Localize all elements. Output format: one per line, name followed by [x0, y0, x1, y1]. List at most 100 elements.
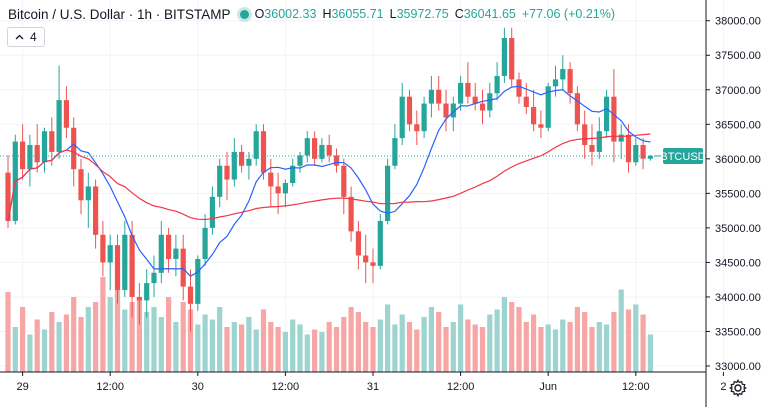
volume-bar	[151, 307, 157, 372]
volume-bar	[531, 314, 537, 372]
volume-bar	[268, 322, 274, 372]
volume-bar	[625, 309, 632, 372]
candle-body	[180, 248, 186, 287]
candle-body	[516, 79, 522, 97]
gear-icon[interactable]	[728, 378, 748, 398]
candle-body	[49, 131, 55, 152]
volume-bar	[27, 334, 33, 372]
candles	[5, 27, 653, 332]
volume-bar	[78, 317, 84, 372]
volume-bar	[12, 327, 18, 372]
candle-body	[41, 131, 48, 163]
candle-body	[458, 82, 464, 104]
volume-bar	[465, 319, 471, 372]
candle-body	[545, 86, 551, 128]
volume-bar	[501, 297, 507, 372]
candle-body	[282, 183, 288, 194]
volume-bar	[333, 327, 340, 372]
candle-body	[224, 165, 230, 180]
candle-body	[509, 37, 515, 80]
candle-body	[436, 89, 442, 104]
volume-bar	[319, 332, 325, 372]
x-tick-label: 12:00	[272, 381, 300, 393]
candle-body	[341, 165, 347, 197]
candle-body	[246, 158, 252, 166]
x-tick-label: 30	[192, 381, 204, 393]
volume-bar	[326, 322, 332, 372]
candle-body	[385, 165, 391, 221]
candle-body	[78, 169, 84, 201]
candle-body	[253, 131, 259, 159]
moving-averages	[7, 85, 651, 277]
candle-body	[333, 155, 340, 166]
volume-bar	[341, 317, 347, 372]
volume-bar	[392, 324, 398, 372]
y-tick-label: 33000.00	[715, 361, 761, 373]
candle-body	[20, 141, 26, 170]
volume-bar	[647, 334, 653, 372]
candle-body	[560, 69, 566, 80]
volume-bar	[122, 309, 128, 372]
candle-body	[122, 234, 128, 291]
candle-body	[531, 107, 537, 125]
volume-bar	[414, 329, 420, 372]
volume-bar	[428, 307, 434, 372]
x-tick-label: 29	[16, 381, 28, 393]
candle-body	[151, 272, 157, 284]
volume-bar	[370, 327, 376, 372]
volume-bar	[421, 317, 427, 372]
candle-body	[297, 155, 303, 166]
candle-body	[290, 165, 296, 183]
volume-bar	[56, 322, 62, 372]
open-value: 36002.33	[264, 7, 317, 21]
candle-body	[312, 138, 318, 159]
volume-bar	[399, 314, 405, 372]
volume-bar	[158, 317, 164, 372]
close-value: 36041.65	[463, 7, 516, 21]
candle-body	[625, 134, 632, 163]
change-value: +77.06 (+0.21%)	[521, 7, 615, 21]
candle-body	[589, 145, 595, 152]
candle-body	[217, 165, 223, 197]
y-tick-label: 34000.00	[715, 292, 761, 304]
candle-body	[304, 138, 310, 156]
volume-bar	[538, 327, 544, 372]
volume-bar	[385, 304, 391, 372]
candle-body	[107, 245, 113, 263]
volume-bar	[253, 329, 259, 372]
y-tick-label: 35000.00	[715, 223, 761, 235]
open-label: O	[254, 7, 265, 21]
volume-bar	[377, 319, 383, 372]
volume-bar	[239, 324, 245, 372]
low-value: 35972.75	[396, 7, 449, 21]
volume-bar	[406, 322, 413, 372]
candle-body	[414, 124, 420, 132]
volume-bar	[63, 314, 69, 372]
candle-body	[633, 145, 639, 163]
candle-body	[472, 96, 478, 104]
volume-bar	[297, 324, 303, 372]
symbol-title[interactable]: Bitcoin / U.S. Dollar · 1h · BITSTAMP	[8, 6, 231, 22]
candle-body	[392, 138, 398, 166]
candle-body	[326, 145, 332, 156]
candle-body	[173, 248, 179, 259]
volume-bar	[231, 322, 237, 372]
y-tick-label: 37000.00	[715, 85, 761, 97]
volume-bar	[195, 324, 201, 372]
candle-body	[640, 145, 646, 159]
candle-body	[567, 69, 573, 94]
candle-body	[406, 96, 413, 125]
candle-body	[85, 186, 91, 201]
indicators-toggle-button[interactable]: 4	[7, 27, 45, 47]
y-tick-label: 36000.00	[715, 154, 761, 166]
volume-bar	[290, 319, 296, 372]
high-value: 36055.71	[331, 7, 384, 21]
candle-body	[428, 89, 434, 104]
candle-body	[450, 103, 456, 118]
candle-body	[100, 234, 106, 263]
volume-bar	[596, 322, 602, 372]
indicators-count: 4	[30, 30, 37, 44]
candle-body	[209, 196, 215, 228]
